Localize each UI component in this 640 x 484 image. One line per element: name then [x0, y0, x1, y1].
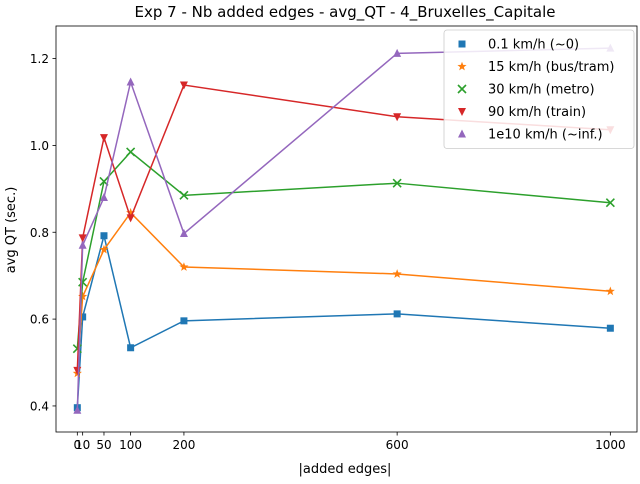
y-tick-label-1: 0.6: [30, 313, 49, 327]
legend-item-1: 15 km/h (bus/tram): [457, 60, 614, 75]
y-tick-label-4: 1.2: [30, 52, 49, 66]
legend-marker-3: [458, 108, 466, 116]
data-point-4-5: [393, 48, 402, 57]
legend-item-4: 1e10 km/h (~inf.): [458, 128, 603, 143]
legend-label-4: 1e10 km/h (~inf.): [488, 128, 603, 143]
x-tick-label-2: 50: [96, 438, 111, 452]
data-point-0-5: [393, 310, 401, 318]
series-4: [73, 43, 615, 414]
legend-marker-1: [457, 61, 467, 71]
y-tick-label-0: 0.4: [30, 399, 49, 413]
data-point-0-3: [127, 344, 135, 352]
axes-frame: [55, 25, 638, 433]
data-point-1-6: [605, 286, 615, 296]
data-point-2-3: [126, 147, 136, 157]
data-point-0-2: [100, 232, 108, 240]
data-point-2-6: [605, 198, 615, 208]
data-point-4-3: [126, 77, 135, 86]
y-tick-label-3: 1.0: [30, 139, 49, 153]
data-point-4-4: [179, 229, 188, 238]
data-point-1-4: [179, 262, 189, 271]
data-point-0-1: [79, 313, 87, 321]
data-point-3-4: [179, 81, 188, 90]
x-tick-label-6: 1000: [595, 438, 626, 452]
data-point-4-1: [78, 240, 87, 249]
data-point-3-5: [393, 113, 402, 122]
data-point-3-3: [126, 214, 135, 223]
legend-marker-4: [458, 129, 466, 138]
series-1: [72, 207, 615, 378]
legend-box: [443, 29, 635, 149]
legend-label-0: 0.1 km/h (~0): [488, 38, 579, 53]
legend-item-2: 30 km/h (metro): [457, 83, 595, 98]
data-point-2-1: [78, 277, 88, 287]
x-axis-label: |added edges|: [299, 462, 392, 477]
x-tick-label-4: 200: [172, 438, 195, 452]
data-point-2-4: [179, 190, 189, 200]
data-point-3-1: [78, 234, 87, 243]
x-tick-label-3: 100: [119, 438, 142, 452]
data-point-1-3: [126, 207, 136, 217]
data-point-1-5: [392, 269, 402, 278]
legend-marker-2: [457, 84, 467, 94]
legend: 0.1 km/h (~0) 15 km/h (bus/tram) 30 km/h (…: [443, 29, 635, 149]
x-tick-label-1: 10: [75, 438, 90, 452]
data-point-4-2: [99, 193, 108, 202]
data-point-4-0: [73, 405, 82, 414]
legend-item-3: 90 km/h (train): [458, 105, 586, 120]
plot-area: 010 50 100 200 600 1000 0.4 0.6 0.8 1.0 1.2: [30, 25, 638, 452]
legend-label-1: 15 km/h (bus/tram): [488, 60, 614, 75]
data-point-3-2: [99, 134, 108, 143]
y-axis-label: avg QT (sec.): [4, 187, 19, 274]
data-point-1-1: [78, 291, 88, 301]
data-point-1-2: [99, 244, 109, 254]
legend-label-3: 90 km/h (train): [488, 105, 586, 120]
legend-label-2: 30 km/h (metro): [488, 83, 595, 98]
chart-title: Exp 7 - Nb added edges - avg_QT - 4_Brux…: [134, 3, 555, 22]
legend-marker-0: [458, 40, 466, 48]
x-tick-label-0: 0: [74, 438, 82, 452]
data-point-0-6: [606, 324, 614, 332]
data-point-0-4: [180, 317, 188, 325]
legend-item-0: 0.1 km/h (~0): [458, 38, 579, 53]
x-tick-label-5: 600: [386, 438, 409, 452]
y-tick-label-2: 0.8: [30, 226, 49, 240]
data-point-2-5: [392, 178, 402, 188]
